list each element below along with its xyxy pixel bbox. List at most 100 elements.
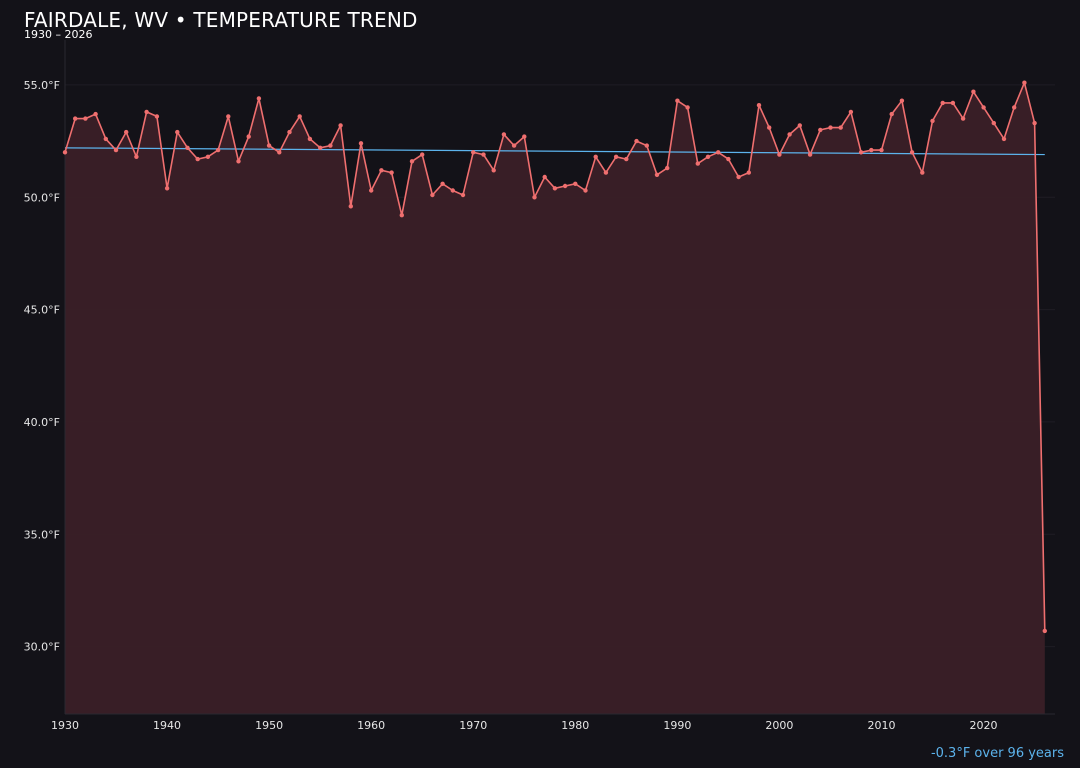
x-tick-label: 2010 xyxy=(867,719,895,732)
y-tick-label: 35.0°F xyxy=(24,528,60,541)
data-point-1958 xyxy=(348,204,353,209)
data-point-1998 xyxy=(756,103,762,108)
data-points xyxy=(62,80,1048,634)
data-point-2021 xyxy=(991,120,996,126)
y-tick-label: 45.0°F xyxy=(24,304,60,317)
data-point-1934 xyxy=(103,136,109,142)
data-point-1936 xyxy=(124,129,129,135)
trend-line xyxy=(64,147,1045,156)
data-point-2011 xyxy=(889,111,894,117)
data-point-1965 xyxy=(420,152,425,157)
data-point-1930 xyxy=(62,150,68,155)
x-axis-tick-labels: 1930 1940 1950 1960 1970 1980 1990 2000 2010 2020 xyxy=(51,719,998,732)
data-point-1954 xyxy=(307,136,313,142)
data-point-1962 xyxy=(389,170,394,175)
data-point-1980 xyxy=(573,181,578,186)
data-point-1996 xyxy=(736,174,741,180)
data-point-1935 xyxy=(113,147,119,153)
chart-subtitle: 1930 – 2026 xyxy=(24,28,93,41)
y-tick-label: 30.0°F xyxy=(24,641,60,654)
data-point-2010 xyxy=(879,147,884,153)
data-point-2005 xyxy=(828,125,833,130)
x-tick-label: 1950 xyxy=(255,719,283,732)
data-point-1981 xyxy=(583,188,588,193)
data-point-1972 xyxy=(491,168,496,173)
x-tick-label: 1990 xyxy=(663,719,691,732)
data-point-1944 xyxy=(205,154,211,159)
data-point-1948 xyxy=(246,134,251,139)
data-point-1974 xyxy=(511,143,517,148)
data-point-1975 xyxy=(522,134,527,139)
data-point-1949 xyxy=(256,96,262,101)
data-point-2016 xyxy=(940,100,945,106)
x-tick-label: 1960 xyxy=(357,719,385,732)
data-point-1973 xyxy=(501,132,507,137)
data-point-1997 xyxy=(746,170,751,175)
data-point-1955 xyxy=(318,145,323,150)
x-tick-label: 1930 xyxy=(51,719,79,732)
data-point-1995 xyxy=(726,156,731,162)
data-point-2017 xyxy=(950,100,956,106)
data-point-1932 xyxy=(83,116,88,121)
data-point-1953 xyxy=(297,114,302,119)
data-point-1992 xyxy=(695,161,700,166)
data-point-1993 xyxy=(705,154,711,159)
data-point-1943 xyxy=(195,156,200,162)
data-point-1940 xyxy=(164,186,170,191)
data-point-1966 xyxy=(430,192,435,198)
data-point-1976 xyxy=(532,195,537,200)
data-point-1963 xyxy=(399,213,404,218)
data-point-2018 xyxy=(960,116,966,121)
data-point-1968 xyxy=(450,188,455,193)
data-point-1950 xyxy=(266,143,272,148)
data-point-2008 xyxy=(858,150,864,155)
data-point-1939 xyxy=(154,114,160,119)
data-point-1984 xyxy=(613,154,619,159)
data-point-2012 xyxy=(899,98,905,103)
data-point-1970 xyxy=(471,150,476,155)
data-point-1964 xyxy=(409,159,415,164)
data-point-1969 xyxy=(460,192,466,198)
data-point-2001 xyxy=(787,132,792,137)
data-point-2009 xyxy=(869,147,874,153)
x-tick-label: 1940 xyxy=(153,719,181,732)
data-point-1957 xyxy=(338,123,343,128)
data-point-2004 xyxy=(818,127,823,133)
data-point-1931 xyxy=(73,116,78,121)
data-point-1946 xyxy=(226,114,231,119)
data-point-2022 xyxy=(1001,136,1007,142)
data-point-1938 xyxy=(144,109,149,115)
y-tick-label: 55.0°F xyxy=(24,79,60,92)
data-point-1959 xyxy=(358,141,364,146)
data-point-1999 xyxy=(767,125,772,130)
data-point-1961 xyxy=(379,168,384,173)
x-tick-label: 2000 xyxy=(765,719,793,732)
x-tick-label: 1980 xyxy=(561,719,589,732)
data-point-1952 xyxy=(287,129,292,135)
data-point-1937 xyxy=(134,154,139,159)
data-point-2000 xyxy=(777,152,782,157)
data-point-2024 xyxy=(1022,80,1027,85)
data-point-1983 xyxy=(603,170,609,175)
data-point-2015 xyxy=(930,118,935,124)
temperature-area-fill xyxy=(65,82,1045,714)
data-point-1989 xyxy=(665,165,670,171)
data-point-1987 xyxy=(644,143,649,148)
data-point-1971 xyxy=(481,152,486,157)
x-tick-label: 1970 xyxy=(459,719,487,732)
data-point-2026 xyxy=(1042,628,1048,634)
chart-title: FAIRDALE, WV • TEMPERATURE TREND xyxy=(24,8,418,32)
data-point-1956 xyxy=(328,143,333,148)
y-tick-label: 40.0°F xyxy=(24,416,60,429)
data-point-1978 xyxy=(552,186,558,191)
y-axis-tick-labels: 30.0°F 35.0°F 40.0°F 45.0°F 50.0°F 55.0°F xyxy=(24,79,60,654)
data-point-2013 xyxy=(909,150,915,155)
data-point-1941 xyxy=(175,129,180,135)
data-point-1991 xyxy=(685,105,690,110)
data-point-2023 xyxy=(1012,105,1017,110)
data-point-2007 xyxy=(848,109,854,115)
data-point-1988 xyxy=(654,172,660,177)
data-point-1933 xyxy=(93,111,98,117)
data-point-1979 xyxy=(562,183,568,189)
